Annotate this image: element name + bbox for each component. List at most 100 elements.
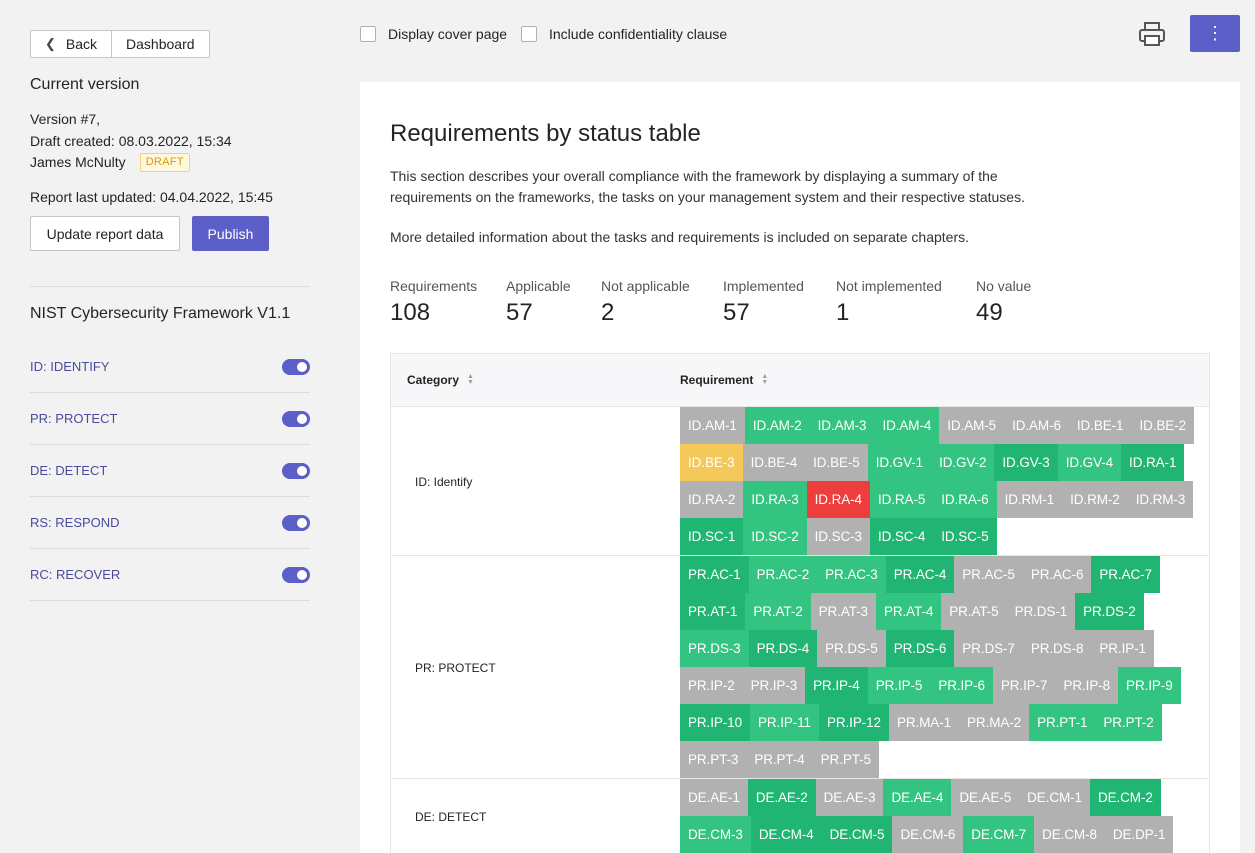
requirement-chip[interactable]: DE.CM-7 — [963, 816, 1035, 853]
requirement-chip[interactable]: ID.RA-5 — [869, 481, 934, 518]
detect-toggle[interactable] — [282, 462, 310, 479]
sort-icon[interactable]: ▲ ▼ — [467, 373, 474, 386]
requirement-chip[interactable]: ID.RA-6 — [933, 481, 997, 518]
requirement-chip[interactable]: PR.AC-7 — [1091, 556, 1160, 593]
category-column-header[interactable]: Category ▲ ▼ — [407, 373, 474, 387]
requirement-chip[interactable]: PR.DS-4 — [748, 630, 818, 667]
requirement-chip[interactable]: PR.PT-1 — [1029, 704, 1096, 741]
requirement-chip[interactable]: ID.SC-5 — [933, 518, 997, 555]
requirement-chip[interactable]: ID.RA-3 — [743, 481, 807, 518]
requirement-chip[interactable]: PR.IP-6 — [930, 667, 993, 704]
requirement-chip[interactable]: ID.SC-3 — [806, 518, 870, 555]
requirement-chip[interactable]: PR.IP-3 — [742, 667, 806, 704]
requirement-chip[interactable]: ID.BE-5 — [805, 444, 868, 481]
requirement-chip[interactable]: DE.AE-4 — [883, 779, 952, 816]
requirement-chip[interactable]: DE.AE-1 — [680, 779, 748, 816]
requirement-chip[interactable]: ID.GV-3 — [994, 444, 1058, 481]
requirement-chip[interactable]: PR.DS-6 — [885, 630, 955, 667]
requirement-chip[interactable]: PR.MA-2 — [959, 704, 1030, 741]
requirement-chip[interactable]: ID.SC-4 — [869, 518, 934, 555]
requirement-chip[interactable]: PR.DS-1 — [1006, 593, 1076, 630]
more-options-button[interactable]: ⋮ — [1190, 15, 1240, 52]
dashboard-button[interactable]: Dashboard — [111, 31, 209, 57]
requirement-chip[interactable]: ID.RA-1 — [1121, 444, 1185, 481]
requirement-chip[interactable]: PR.IP-11 — [749, 704, 819, 741]
requirement-chip[interactable]: PR.AC-5 — [954, 556, 1023, 593]
requirement-chip[interactable]: ID.SC-1 — [680, 518, 744, 555]
requirement-chip[interactable]: ID.AM-1 — [680, 407, 745, 444]
requirement-chip[interactable]: ID.SC-2 — [743, 518, 807, 555]
requirement-chip[interactable]: ID.RA-4 — [806, 481, 870, 518]
requirement-chip[interactable]: PR.IP-8 — [1055, 667, 1119, 704]
printer-icon[interactable] — [1138, 21, 1166, 47]
requirement-chip[interactable]: PR.IP-5 — [867, 667, 931, 704]
back-button[interactable]: ❮ Back — [31, 31, 111, 57]
requirement-chip[interactable]: PR.IP-7 — [992, 667, 1056, 704]
requirement-chip[interactable]: ID.GV-2 — [931, 444, 995, 481]
requirement-chip[interactable]: ID.RA-2 — [680, 481, 744, 518]
requirement-chip[interactable]: DE.CM-1 — [1019, 779, 1090, 816]
requirement-chip[interactable]: DE.CM-4 — [750, 816, 822, 853]
identify-toggle[interactable] — [282, 358, 310, 375]
requirement-chip[interactable]: PR.AT-2 — [745, 593, 811, 630]
requirement-chip[interactable]: PR.PT-4 — [746, 741, 813, 778]
confidentiality-checkbox[interactable] — [521, 26, 537, 42]
requirement-chip[interactable]: PR.DS-3 — [680, 630, 749, 667]
requirement-chip[interactable]: ID.AM-6 — [1004, 407, 1069, 444]
requirement-chip[interactable]: PR.IP-2 — [680, 667, 743, 704]
requirement-chip[interactable]: DE.CM-5 — [821, 816, 893, 853]
requirement-chip[interactable]: PR.IP-9 — [1118, 667, 1181, 704]
requirement-chip[interactable]: ID.AM-3 — [809, 407, 875, 444]
requirement-chip[interactable]: DE.CM-2 — [1089, 779, 1161, 816]
requirement-chip[interactable]: DE.AE-3 — [815, 779, 884, 816]
requirement-chip[interactable]: PR.AC-4 — [885, 556, 955, 593]
requirement-chip[interactable]: ID.BE-3 — [680, 444, 743, 481]
requirement-chip[interactable]: PR.IP-1 — [1091, 630, 1154, 667]
requirement-chip[interactable]: DE.DP-1 — [1104, 816, 1174, 853]
requirement-chip[interactable]: PR.AT-4 — [875, 593, 942, 630]
requirement-chip[interactable]: ID.AM-2 — [744, 407, 810, 444]
update-report-button[interactable]: Update report data — [30, 216, 180, 251]
protect-toggle[interactable] — [282, 410, 310, 427]
sort-icon[interactable]: ▲ ▼ — [761, 373, 769, 386]
requirement-chip[interactable]: ID.RM-1 — [996, 481, 1063, 518]
requirement-chip[interactable]: PR.PT-2 — [1095, 704, 1162, 741]
requirement-chip[interactable]: PR.DS-7 — [954, 630, 1023, 667]
requirement-chip[interactable]: ID.BE-2 — [1131, 407, 1195, 444]
requirement-chip[interactable]: ID.GV-1 — [867, 444, 932, 481]
requirement-chip[interactable]: PR.IP-4 — [805, 667, 868, 704]
requirement-chip[interactable]: PR.AC-2 — [748, 556, 818, 593]
requirement-chip[interactable]: DE.CM-8 — [1034, 816, 1105, 853]
requirement-chip[interactable]: ID.AM-4 — [874, 407, 940, 444]
requirement-chip[interactable]: ID.RM-2 — [1062, 481, 1128, 518]
requirement-chip[interactable]: ID.AM-5 — [939, 407, 1005, 444]
cover-page-checkbox[interactable] — [360, 26, 376, 42]
requirement-chip[interactable]: ID.RM-3 — [1127, 481, 1194, 518]
requirement-column-header[interactable]: Requirement ▲ ▼ — [680, 373, 768, 387]
requirement-chip[interactable]: PR.DS-5 — [817, 630, 886, 667]
requirement-chip[interactable]: PR.MA-1 — [888, 704, 960, 741]
requirement-chip[interactable]: PR.AC-6 — [1022, 556, 1092, 593]
requirement-chip[interactable]: ID.BE-4 — [742, 444, 806, 481]
respond-toggle[interactable] — [282, 514, 310, 531]
requirement-chip[interactable]: DE.AE-5 — [951, 779, 1020, 816]
requirement-chip[interactable]: PR.DS-8 — [1022, 630, 1092, 667]
requirement-chip[interactable]: DE.CM-3 — [680, 816, 751, 853]
requirement-chip[interactable]: PR.AT-5 — [941, 593, 1007, 630]
cover-page-option[interactable]: Display cover page — [360, 26, 507, 42]
recover-toggle[interactable] — [282, 566, 310, 583]
requirement-chip[interactable]: PR.DS-2 — [1075, 593, 1144, 630]
requirement-chip[interactable]: PR.AT-1 — [680, 593, 746, 630]
confidentiality-option[interactable]: Include confidentiality clause — [521, 26, 727, 42]
requirement-chip[interactable]: ID.BE-1 — [1068, 407, 1132, 444]
publish-button[interactable]: Publish — [192, 216, 269, 251]
requirement-chip[interactable]: PR.AC-3 — [817, 556, 886, 593]
requirement-chip[interactable]: DE.CM-6 — [892, 816, 964, 853]
requirement-chip[interactable]: PR.PT-3 — [680, 741, 747, 778]
requirement-chip[interactable]: DE.AE-2 — [747, 779, 816, 816]
requirement-chip[interactable]: PR.AC-1 — [680, 556, 749, 593]
requirement-chip[interactable]: PR.IP-12 — [818, 704, 889, 741]
requirement-chip[interactable]: PR.AT-3 — [810, 593, 876, 630]
requirement-chip[interactable]: PR.IP-10 — [680, 704, 750, 741]
requirement-chip[interactable]: PR.PT-5 — [812, 741, 879, 778]
